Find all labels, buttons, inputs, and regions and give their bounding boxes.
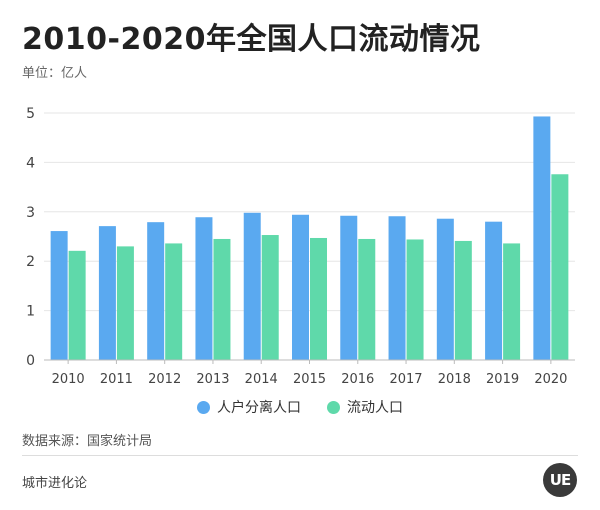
bar-household-separated-2011: [98, 226, 116, 360]
x-tick-label: 2011: [100, 372, 133, 387]
bar-floating-2018: [454, 240, 472, 360]
x-axis: 2010 2011 2012 2013 2014 2015 2016 2017 2018 2019…: [44, 359, 575, 387]
bar-floating-2012: [165, 243, 183, 360]
bar-household-separated-2012: [147, 222, 165, 360]
legend-swatch-floating: [327, 400, 340, 414]
unit-label: 单位：亿人: [22, 66, 88, 81]
y-tick-label: 3: [26, 205, 35, 221]
x-tick-label: 2015: [293, 372, 326, 387]
bar-household-separated-2010: [50, 231, 68, 360]
bar-floating-2011: [116, 246, 134, 360]
x-tick-label: 2010: [52, 372, 85, 387]
bar-household-separated-2016: [340, 215, 358, 360]
y-tick-label: 4: [26, 155, 35, 171]
bar-floating-2010: [68, 250, 86, 360]
legend-swatch-household-separated: [197, 400, 210, 414]
bar-floating-2015: [310, 237, 327, 360]
y-tick-label: 2: [26, 254, 35, 270]
x-tick-label: 2014: [245, 372, 278, 387]
brand-name: 城市进化论: [22, 476, 88, 491]
bar-floating-2020: [551, 174, 569, 360]
x-tick-label: 2020: [534, 372, 567, 387]
bar-floating-2016: [358, 238, 376, 360]
legend-label-floating: 流动人口: [347, 400, 403, 416]
bar-household-separated-2019: [485, 221, 503, 360]
divider: [22, 455, 578, 456]
x-tick-label: 2016: [341, 372, 374, 387]
data-source: 数据来源：国家统计局: [22, 434, 153, 449]
y-tick-label: 5: [26, 106, 35, 122]
bar-household-separated-2013: [195, 217, 213, 360]
bar-floating-2014: [261, 235, 279, 360]
bars: [50, 116, 569, 360]
y-tick-label: 1: [26, 304, 35, 320]
x-tick-label: 2013: [196, 372, 229, 387]
bar-floating-2019: [503, 243, 521, 360]
bar-household-separated-2020: [533, 116, 551, 360]
bar-household-separated-2017: [388, 216, 406, 360]
brand-logo: UE: [543, 463, 577, 497]
bar-household-separated-2015: [292, 214, 309, 360]
legend-item-floating: 流动人口: [327, 397, 403, 417]
x-tick-label: 2017: [389, 372, 422, 387]
x-tick-label: 2019: [486, 372, 519, 387]
x-tick-label: 2018: [438, 372, 471, 387]
y-tick-label: 0: [26, 353, 35, 369]
bar-chart: 2010 2011 2012 2013 2014 2015 2016 2017 2018 2019…: [26, 106, 575, 387]
legend-label-household-separated: 人户分离人口: [217, 400, 301, 416]
legend: 人户分离人口 流动人口: [0, 397, 600, 417]
x-tick-label: 2012: [148, 372, 181, 387]
bar-floating-2013: [213, 238, 231, 360]
y-axis: 0 1 2 3 4 5: [26, 106, 35, 369]
chart-title: 2010-2020年全国人口流动情况: [22, 22, 481, 57]
bar-household-separated-2018: [436, 218, 454, 360]
legend-item-household-separated: 人户分离人口: [197, 397, 301, 417]
bar-floating-2017: [406, 239, 424, 360]
bar-household-separated-2014: [243, 212, 261, 360]
